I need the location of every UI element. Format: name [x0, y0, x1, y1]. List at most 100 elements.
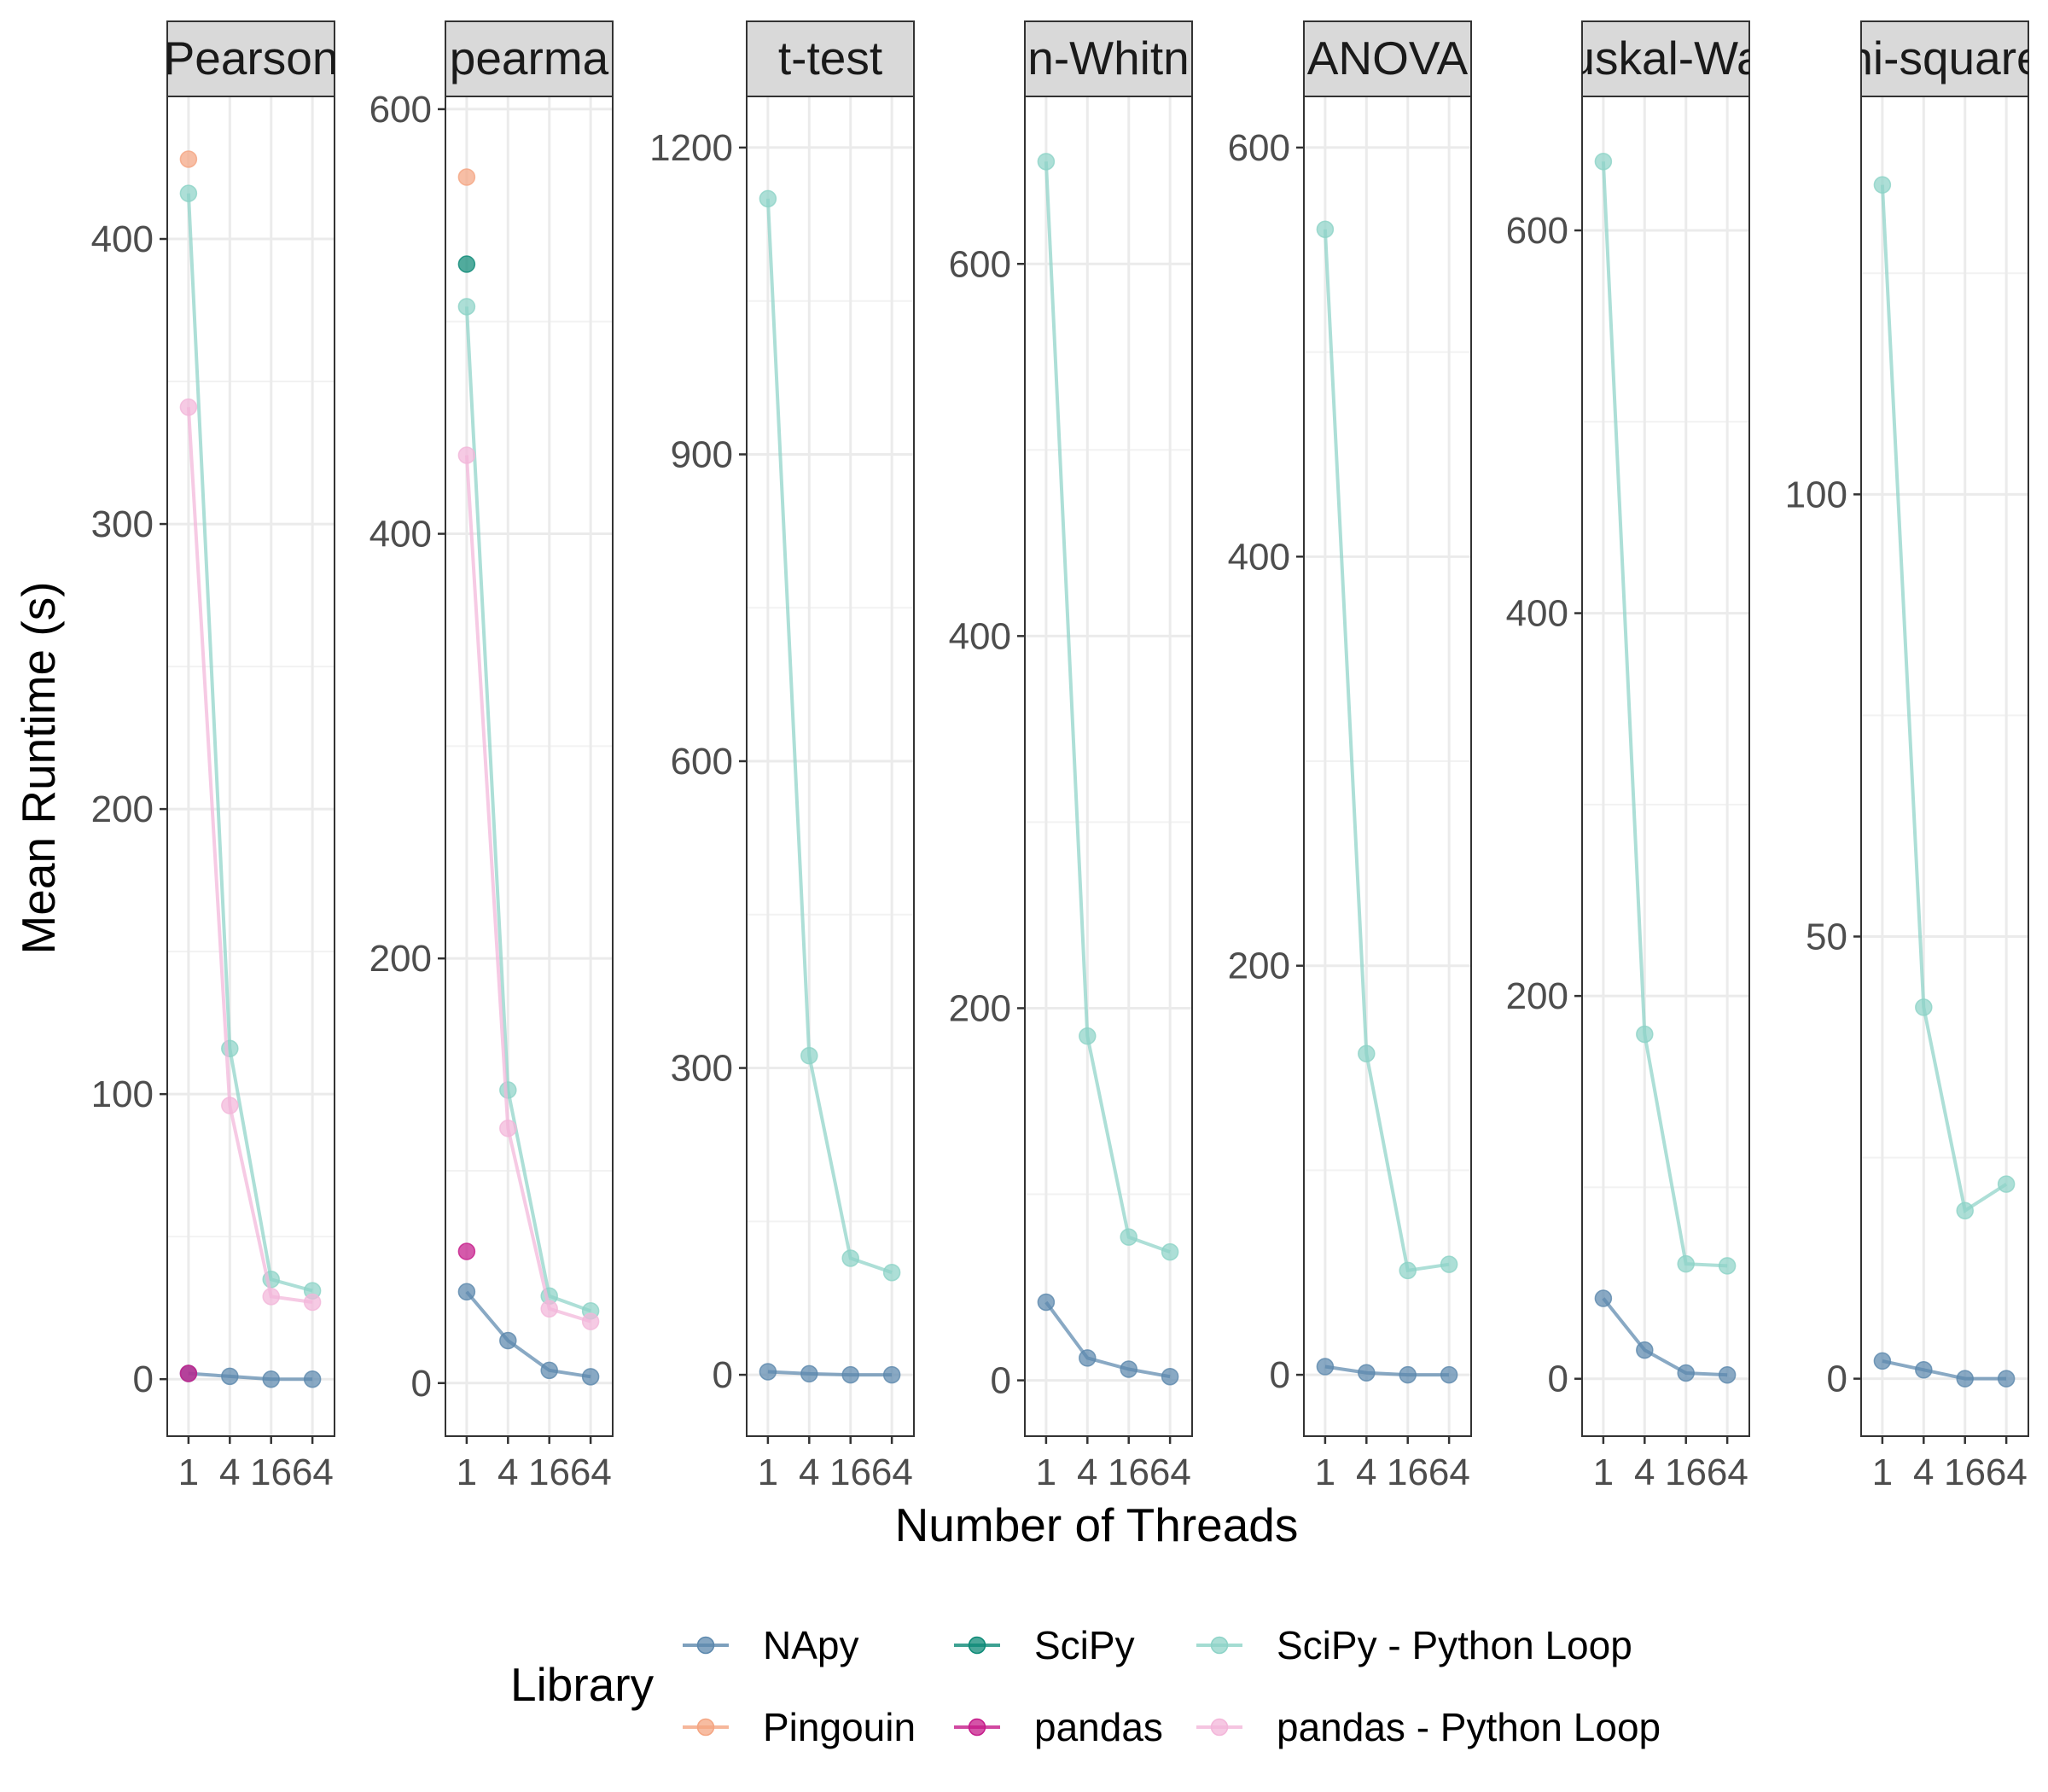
- data-point: [221, 1039, 239, 1057]
- series-pandas: [457, 1242, 476, 1260]
- strip-background: [1024, 20, 1193, 97]
- data-point: [800, 1046, 818, 1065]
- series-line: [1602, 1297, 1728, 1377]
- y-tick-label: 600: [369, 89, 432, 131]
- data-point: [1399, 1365, 1417, 1384]
- legend-key-point: [1210, 1636, 1229, 1655]
- series-group: [1873, 176, 2016, 1388]
- data-point: [1440, 1365, 1458, 1384]
- data-point: [1120, 1360, 1137, 1378]
- strip-label: n-Whitn: [1027, 32, 1190, 84]
- series-line: [186, 406, 313, 1304]
- legend-item-scipy-python-loop: SciPy - Python Loop: [1196, 1623, 1632, 1667]
- x-tick-label: 1: [758, 1452, 778, 1493]
- series-napy: [457, 1283, 600, 1386]
- legend-item-scipy: SciPy: [954, 1623, 1135, 1667]
- facet-n-whitn: n-Whitn 0 200 400 600 1 4 1664: [949, 20, 1193, 1493]
- strip-label: t-test: [778, 32, 882, 84]
- series-group: [1316, 220, 1458, 1384]
- series-line: [1324, 1364, 1450, 1377]
- y-tick-label: 50: [1806, 916, 1847, 957]
- facet-pearson: Pearson 0 100 200 300 400 1 4 1664: [91, 20, 339, 1493]
- data-point: [179, 150, 198, 168]
- data-point: [759, 189, 777, 208]
- x-tick-label: 4: [219, 1452, 240, 1493]
- series-pandas-python-loop: [457, 446, 600, 1330]
- data-point: [1997, 1370, 2016, 1388]
- y-tick-label: 600: [671, 741, 733, 783]
- y-tick-label: 200: [1228, 945, 1290, 987]
- data-point: [221, 1367, 239, 1386]
- strip-label: ANOVA: [1307, 32, 1469, 84]
- series-group: [179, 150, 322, 1388]
- y-tick-label: 900: [671, 433, 733, 475]
- data-point: [457, 168, 476, 186]
- series-group: [1037, 153, 1179, 1386]
- x-tick-label: 1664: [528, 1452, 612, 1493]
- data-point: [1915, 1361, 1933, 1379]
- legend-label: SciPy: [1034, 1623, 1135, 1667]
- data-point: [1399, 1261, 1417, 1280]
- series-line: [188, 1371, 313, 1382]
- x-tick-label: 4: [1913, 1452, 1934, 1493]
- data-point: [1594, 153, 1613, 171]
- data-point: [540, 1300, 558, 1318]
- data-point: [1037, 153, 1056, 171]
- strip-label: uskal-Wa: [1568, 32, 1763, 84]
- data-point: [1956, 1370, 1974, 1388]
- facet-pearma: pearma 0 200 400 600 1 4 1664: [369, 20, 614, 1493]
- y-tick-label: 200: [91, 788, 154, 830]
- y-tick-label: 0: [1548, 1359, 1568, 1400]
- data-point: [499, 1081, 517, 1099]
- y-tick-label: 300: [671, 1048, 733, 1090]
- series-scipy: [457, 255, 476, 273]
- data-point: [1677, 1364, 1695, 1382]
- data-point: [540, 1361, 558, 1380]
- data-point: [499, 1331, 517, 1350]
- data-point: [1636, 1341, 1654, 1359]
- series-line: [1880, 184, 2008, 1213]
- legend-title: Library: [510, 1658, 655, 1711]
- x-tick-label: 4: [497, 1452, 518, 1493]
- data-point: [1120, 1228, 1137, 1246]
- y-tick-label: 0: [1270, 1354, 1290, 1396]
- data-point: [581, 1312, 600, 1330]
- data-point: [1718, 1365, 1737, 1384]
- data-point: [1636, 1025, 1654, 1044]
- legend-item-pandas: pandas: [954, 1705, 1163, 1749]
- y-tick-label: 400: [949, 615, 1011, 657]
- y-tick-label: 0: [133, 1359, 154, 1400]
- legend-item-napy: NApy: [683, 1623, 858, 1667]
- data-point: [457, 1283, 476, 1301]
- x-tick-label: 4: [1077, 1452, 1097, 1493]
- legend-key-point: [1210, 1718, 1229, 1737]
- series-napy: [759, 1363, 901, 1384]
- data-point: [1316, 220, 1335, 239]
- strip-label: hi-square: [1847, 32, 2042, 84]
- data-point: [1079, 1027, 1097, 1045]
- legend-key-point: [968, 1636, 986, 1655]
- strip-label: Pearson: [164, 32, 339, 84]
- y-tick-label: 400: [1506, 593, 1568, 635]
- x-tick-label: 1664: [1944, 1452, 2028, 1493]
- y-tick-label: 600: [1506, 210, 1568, 252]
- strip-background: [1860, 20, 2029, 97]
- strip-background: [1303, 20, 1472, 97]
- legend-key-point: [968, 1718, 986, 1737]
- series-pingouin: [179, 150, 198, 168]
- x-tick-label: 4: [1356, 1452, 1376, 1493]
- series-pandas: [179, 1364, 198, 1382]
- series-scipy-python-loop: [1037, 153, 1179, 1261]
- series-napy: [1316, 1358, 1458, 1384]
- data-point: [1594, 1289, 1613, 1307]
- facet-hi-square: hi-square 0 50 100 1 4 1664: [1785, 20, 2042, 1493]
- y-tick-label: 400: [369, 514, 432, 556]
- series-line: [765, 198, 893, 1275]
- data-point: [303, 1293, 322, 1312]
- data-point: [1997, 1175, 2016, 1193]
- data-point: [1956, 1201, 1974, 1219]
- legend-item-pingouin: Pingouin: [683, 1705, 916, 1749]
- data-point: [1718, 1257, 1737, 1275]
